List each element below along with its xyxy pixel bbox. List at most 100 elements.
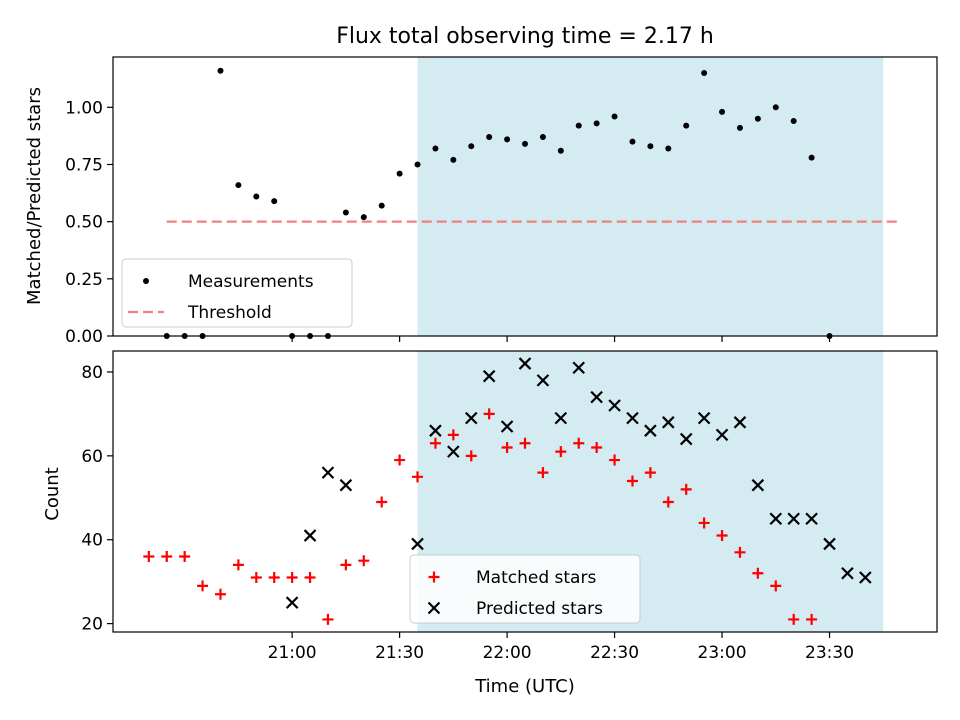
y-tick-label: 0.50 — [65, 213, 103, 233]
x-tick-label: 22:00 — [483, 643, 532, 663]
matched-star-point — [412, 471, 424, 483]
matched-star-point — [806, 613, 818, 625]
data-point — [522, 140, 528, 147]
data-point — [414, 161, 421, 168]
x-tick-label: 22:30 — [590, 643, 639, 663]
matched-star-point — [232, 559, 244, 571]
matched-star-point — [161, 551, 173, 563]
data-point — [629, 138, 636, 145]
data-point — [539, 134, 546, 141]
y-tick-label: 0.25 — [65, 270, 103, 290]
bottom-y-axis-label: Count — [42, 467, 63, 520]
data-point — [754, 115, 761, 122]
legend-marker-plus — [428, 571, 440, 583]
y-tick-label: 40 — [81, 531, 103, 551]
x-tick-label: 21:00 — [268, 643, 317, 663]
data-point — [271, 198, 278, 205]
y-tick-label: 60 — [81, 447, 103, 467]
matched-star-point — [788, 613, 800, 625]
data-point — [647, 143, 654, 150]
predicted-star-point — [303, 529, 317, 542]
matched-star-point — [501, 441, 513, 453]
matched-star-point — [143, 551, 155, 563]
matched-star-point — [573, 437, 585, 449]
matched-star-point — [609, 454, 621, 466]
predicted-star-point — [787, 512, 800, 526]
matched-star-point — [429, 437, 441, 449]
matched-star-point — [662, 496, 674, 508]
predicted-star-point — [769, 512, 783, 526]
matched-star-point — [465, 450, 477, 462]
predicted-star-point — [608, 399, 621, 412]
matched-star-point — [197, 580, 209, 592]
data-point — [378, 202, 385, 209]
data-point — [360, 214, 367, 221]
predicted-star-point — [644, 424, 657, 437]
predicted-star-point — [411, 537, 424, 551]
predicted-star-point — [572, 361, 586, 375]
legend-label: Predicted stars — [476, 599, 603, 619]
x-axis-label: Time (UTC) — [474, 676, 575, 697]
matched-star-point — [537, 467, 549, 479]
matched-star-point — [770, 580, 782, 592]
predicted-star-point — [518, 357, 532, 370]
top-y-axis-label: Matched/Predicted stars — [24, 87, 45, 305]
predicted-star-point — [321, 466, 335, 479]
data-point — [719, 108, 726, 115]
data-point — [450, 156, 457, 163]
matched-star-point — [250, 571, 262, 583]
predicted-star-point — [697, 411, 711, 425]
data-point — [772, 104, 779, 111]
x-tick-label: 23:00 — [698, 643, 747, 663]
bottom-panel: 20 40 60 80 21:00 21:30 22:00 22:30 23:00 23:30 — [81, 350, 938, 663]
matched-star-point — [734, 546, 746, 558]
matched-star-point — [752, 567, 764, 579]
predicted-star-point — [464, 411, 478, 425]
data-point — [396, 170, 403, 177]
predicted-star-point — [841, 567, 854, 580]
data-point — [504, 136, 511, 143]
data-point — [701, 70, 708, 77]
data-point — [432, 145, 439, 152]
matched-star-point — [483, 408, 495, 420]
matched-star-point — [214, 588, 226, 600]
data-point — [235, 182, 242, 189]
data-point — [593, 120, 600, 127]
data-point — [575, 122, 582, 129]
data-point — [486, 134, 493, 141]
predicted-star-point — [823, 537, 836, 551]
y-tick-label: 1.00 — [65, 98, 103, 118]
predicted-star-point — [482, 369, 496, 383]
matched-star-point — [680, 483, 692, 495]
predicted-star-point — [751, 478, 765, 492]
y-tick-label: 80 — [81, 363, 103, 383]
predicted-star-point — [500, 420, 514, 433]
top-axes-frame — [112, 56, 938, 337]
top-legend: Measurements Threshold — [121, 258, 353, 328]
predicted-star-point — [805, 512, 818, 526]
y-tick-label: 0.75 — [65, 155, 103, 175]
matched-star-point — [358, 555, 370, 567]
top-shaded-span — [417, 57, 884, 336]
matched-star-point — [286, 571, 298, 583]
data-point — [736, 124, 743, 131]
chart-title: Flux total observing time = 2.17 h — [336, 24, 714, 49]
data-point — [557, 147, 564, 154]
matched-star-point — [626, 475, 638, 487]
bottom-legend: Matched stars Predicted stars — [409, 554, 641, 624]
legend-marker-dot — [143, 278, 149, 284]
predicted-star-point — [679, 432, 693, 446]
matched-star-point — [268, 571, 280, 583]
legend-label: Matched stars — [476, 568, 596, 588]
predicted-star-point — [715, 428, 729, 442]
matched-star-point — [304, 571, 316, 583]
legend-label: Threshold — [187, 303, 272, 323]
legend-label: Measurements — [188, 272, 314, 292]
matched-star-point — [698, 517, 710, 529]
matched-star-point — [447, 429, 459, 441]
predicted-star-point — [339, 478, 353, 492]
data-point — [665, 145, 672, 152]
matched-star-point — [394, 454, 406, 466]
predicted-star-point — [662, 416, 675, 429]
